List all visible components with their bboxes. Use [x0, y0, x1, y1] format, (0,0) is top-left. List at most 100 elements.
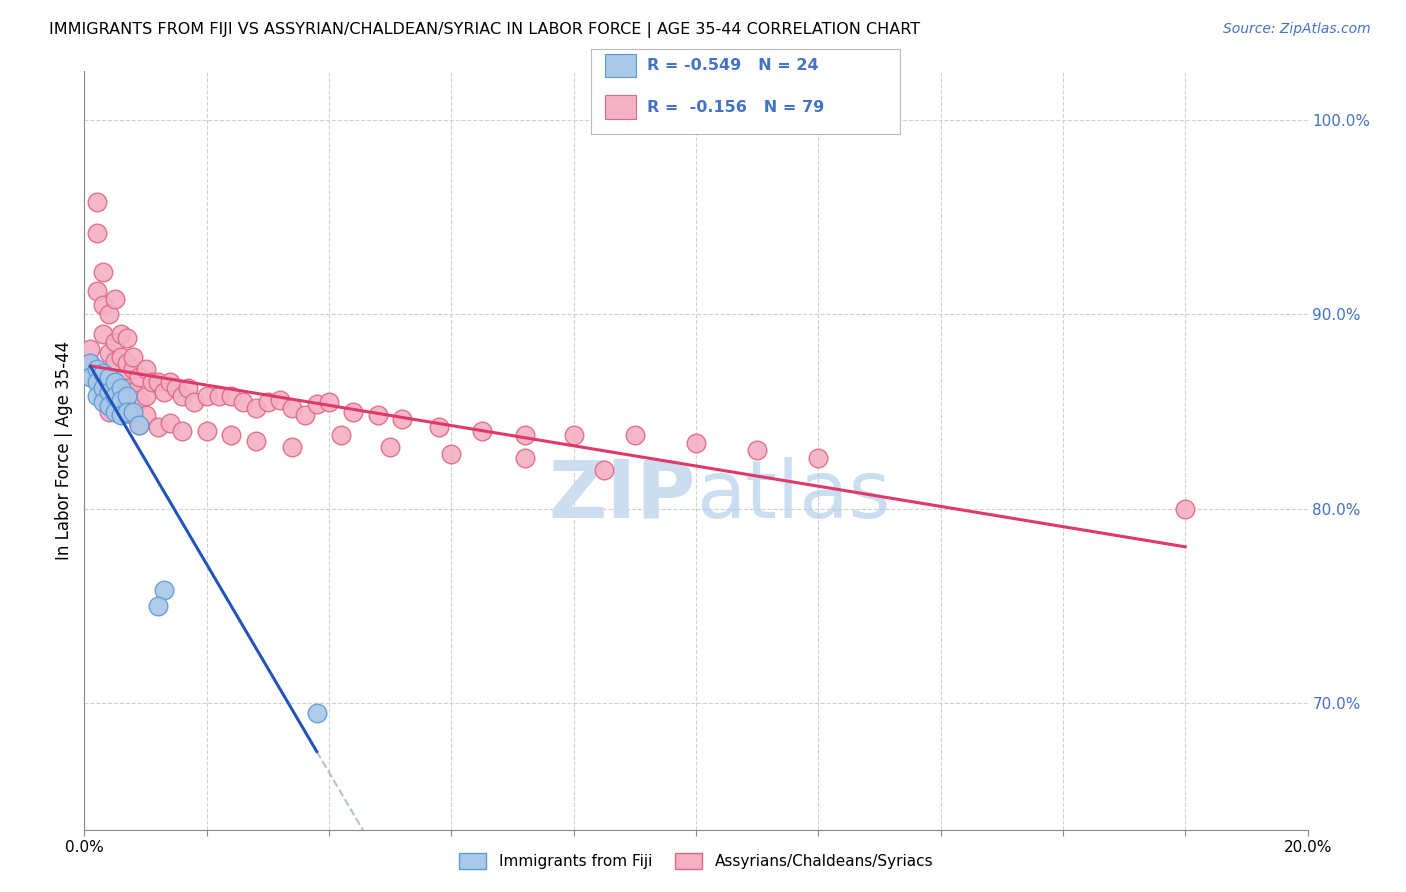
Point [110, 381, 132, 395]
Point [177, 381, 200, 395]
Point [305, 706, 328, 720]
Point [104, 292, 127, 306]
Point [104, 376, 127, 390]
Point [367, 409, 389, 423]
Point [91, 298, 114, 312]
Point [153, 385, 176, 400]
Text: ZIP: ZIP [548, 457, 696, 535]
Point [141, 376, 163, 390]
Point [146, 376, 169, 390]
Point [593, 463, 616, 477]
Point [165, 381, 187, 395]
Text: R = -0.549   N = 24: R = -0.549 N = 24 [647, 58, 818, 72]
Point [1174, 501, 1197, 516]
Point [135, 361, 157, 376]
Point [122, 350, 145, 364]
Point [115, 404, 138, 418]
Point [97, 307, 120, 321]
Point [219, 428, 242, 442]
Point [281, 401, 304, 415]
Point [97, 404, 120, 418]
Point [318, 395, 340, 409]
Point [440, 447, 463, 461]
Y-axis label: In Labor Force | Age 35-44: In Labor Force | Age 35-44 [55, 341, 73, 560]
Point [104, 385, 127, 400]
Point [269, 392, 291, 407]
Point [305, 397, 328, 411]
Point [115, 381, 138, 395]
Point [91, 389, 114, 403]
Point [146, 599, 169, 613]
Point [91, 264, 114, 278]
Point [747, 443, 769, 458]
Point [110, 374, 132, 388]
Point [391, 412, 413, 426]
Point [122, 409, 145, 423]
Point [128, 418, 150, 433]
Point [104, 377, 127, 392]
Point [91, 381, 114, 395]
Point [79, 369, 101, 384]
Point [91, 366, 114, 380]
Point [513, 428, 536, 442]
Point [91, 326, 114, 341]
Point [172, 424, 194, 438]
Point [86, 389, 108, 403]
Point [513, 451, 536, 466]
Point [115, 389, 138, 403]
Point [122, 361, 145, 376]
Point [115, 401, 138, 415]
Point [208, 389, 231, 403]
Text: Source: ZipAtlas.com: Source: ZipAtlas.com [1223, 22, 1371, 37]
Point [128, 369, 150, 384]
Point [219, 389, 242, 403]
Point [159, 416, 181, 430]
Point [245, 434, 267, 448]
Point [471, 424, 494, 438]
Point [562, 428, 585, 442]
Point [146, 420, 169, 434]
Point [86, 376, 108, 390]
Point [135, 409, 157, 423]
Text: atlas: atlas [696, 457, 890, 535]
Point [294, 409, 316, 423]
Point [122, 385, 145, 400]
Point [330, 428, 353, 442]
Point [79, 343, 101, 357]
Point [86, 226, 108, 240]
Point [86, 194, 108, 209]
Point [427, 420, 450, 434]
Point [195, 389, 218, 403]
Point [122, 404, 145, 418]
Point [104, 404, 127, 418]
Point [153, 583, 176, 598]
Point [195, 424, 218, 438]
Point [257, 395, 280, 409]
Point [159, 376, 181, 390]
Point [807, 451, 830, 466]
Point [97, 399, 120, 413]
Point [86, 284, 108, 298]
Point [97, 385, 120, 400]
Point [110, 326, 132, 341]
Point [624, 428, 647, 442]
Point [86, 369, 108, 384]
Point [110, 409, 132, 423]
Point [104, 334, 127, 349]
Point [115, 356, 138, 370]
Point [342, 404, 364, 418]
Point [110, 350, 132, 364]
Point [97, 346, 120, 360]
Point [281, 440, 304, 454]
Point [91, 395, 114, 409]
Point [128, 418, 150, 433]
Point [97, 369, 120, 384]
Point [183, 395, 205, 409]
Point [685, 435, 707, 450]
Point [86, 361, 108, 376]
Point [128, 392, 150, 407]
Point [172, 389, 194, 403]
Point [135, 389, 157, 403]
Point [245, 401, 267, 415]
Point [380, 440, 402, 454]
